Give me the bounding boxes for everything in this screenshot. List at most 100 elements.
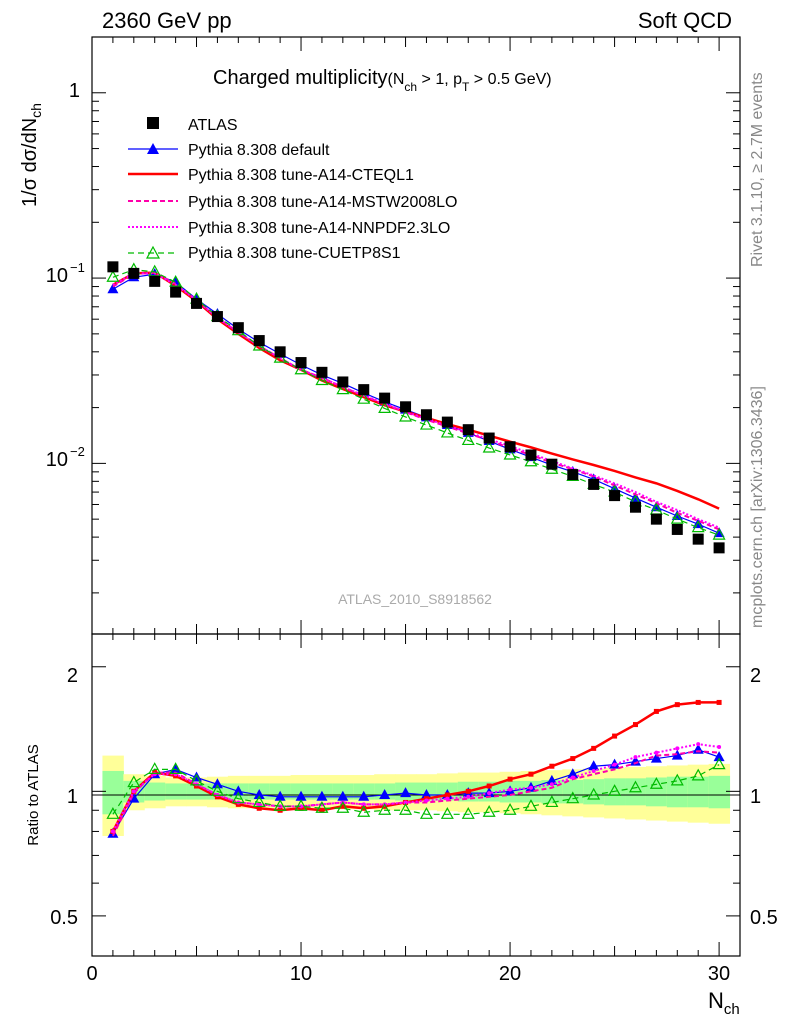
atlas-data-point [149,275,161,287]
ratio-ytick-right-0.5: 0.5 [750,907,778,929]
atlas-data-point [316,366,328,378]
ratio-series-marker-3 [466,794,471,799]
atlas-data-point [170,286,182,298]
ratio-series-marker-0 [337,790,349,801]
legend-item-mstw: Pythia 8.308 tune-A14-MSTW2008LO [128,194,457,211]
ratio-series-marker-4 [482,805,496,817]
ratio-ytick-left-0.5: 0.5 [50,907,78,929]
ratio-ytick-left-1: 1 [67,786,78,808]
ratio-series-marker-4 [670,773,684,786]
legend-label-mstw: Pythia 8.308 tune-A14-MSTW2008LO [188,194,457,211]
ratio-band-green [645,777,668,807]
legend-item-cteql1: Pythia 8.308 tune-A14-CTEQL1 [128,167,414,184]
main-series-line-3 [112,272,720,529]
ratio-series-marker-3 [528,785,533,790]
legend-label-atlas: ATLAS [188,117,238,134]
ratio-series-marker-3 [445,796,450,801]
ratio-band-green [583,779,605,805]
header-right: Soft QCD [638,8,732,33]
legend-item-default: Pythia 8.308 default [128,142,330,159]
ytick-exp-1e-1: −1 [70,260,85,275]
main-series-line-2 [112,271,720,531]
ratio-series-marker-4 [315,801,329,813]
atlas-data-point [671,523,683,535]
main-series-marker-4 [169,274,183,287]
ytick-label-1e-1: 10 [46,265,68,287]
main-plot-area [106,261,726,554]
ratio-ytick-left-2: 2 [67,665,78,687]
atlas-data-point [483,432,495,444]
ratio-series-marker-4 [566,791,580,804]
ratio-series-marker-0 [379,788,391,799]
main-title-cut-sub1: ch [404,80,417,94]
ratio-series-marker-4 [378,803,392,815]
main-series-marker-0 [107,283,119,294]
main-series-marker-4 [294,362,308,375]
xlabel: Nch [708,988,740,1018]
legend-marker-default [147,143,159,154]
ratio-series-marker-3 [654,750,659,755]
ratio-series-marker-1 [570,756,576,762]
ratio-series-marker-4 [252,795,266,808]
xlabel-sub: ch [724,1001,740,1018]
atlas-data-point [609,490,621,502]
ratio-series-marker-4 [628,780,642,793]
ratio-series-marker-4 [357,805,371,817]
ratio-series-marker-0 [316,790,328,801]
atlas-data-point [400,401,412,413]
ratio-series-marker-1 [549,763,555,769]
ytick-label-1e-2: 10 [46,449,68,471]
main-series-marker-4 [670,511,684,524]
xtick-label-30: 30 [708,963,730,985]
legend-item-atlas: ATLAS [147,117,238,134]
ratio-series-marker-4 [503,803,517,815]
ratio-series-line-4 [112,764,720,815]
ratio-series-marker-4 [649,777,663,789]
ratio-series-marker-3 [633,755,638,760]
ratio-series-marker-3 [487,791,492,796]
side-label-rivet: Rivet 3.1.10, ≥ 2.7M events [749,72,766,267]
atlas-data-point [650,513,662,525]
ratio-series-marker-3 [299,804,304,809]
main-series-marker-4 [461,433,475,446]
ratio-series-marker-4 [294,799,308,811]
ratio-series-marker-1 [361,805,367,811]
ratio-series-marker-4 [169,762,183,774]
main-ylabel-text: 1/σ dσ/dN [19,118,41,207]
main-series-marker-4 [712,527,726,540]
ratio-series-line-0 [112,749,720,835]
main-ytick-1e-1: 10 −1 [46,260,85,287]
ratio-series-marker-1 [340,803,346,809]
atlas-data-point [546,458,558,470]
ratio-series-marker-3 [549,782,554,787]
ratio-series-marker-0 [713,751,725,762]
ratio-series-marker-1 [653,708,659,714]
ratio-series-marker-1 [507,776,513,782]
ratio-series-marker-3 [131,789,136,794]
atlas-data-point [629,501,641,513]
legend-item-nnpdf: Pythia 8.308 tune-A14-NNPDF2.3LO [128,220,450,237]
ratio-axis-ticks [91,634,741,956]
atlas-data-point [274,346,286,358]
main-title-text: Charged multiplicity [213,67,388,89]
ratio-series-marker-0 [588,760,600,771]
atlas-data-point [441,416,453,428]
ratio-series-marker-0 [567,768,579,779]
atlas-data-point [525,449,537,461]
legend-label-default: Pythia 8.308 default [188,142,330,159]
ratio-frame [91,633,741,957]
ratio-series-marker-0 [420,788,432,799]
atlas-data-point [107,261,119,273]
ratio-series-marker-1 [612,733,618,739]
ratio-series-marker-4 [524,799,538,811]
main-series-marker-4 [503,447,517,460]
legend-label-cuetp8s1: Pythia 8.308 tune-CUETP8S1 [188,245,401,262]
ratio-series-marker-4 [419,807,433,819]
atlas-data-point [253,335,265,347]
ratio-series-marker-3 [717,744,722,749]
ytick-label-1: 1 [69,80,80,102]
ratio-series-marker-3 [612,762,617,767]
main-series-marker-4 [399,409,413,422]
ratio-band-green [666,776,689,808]
atlas-data-point [358,384,370,396]
